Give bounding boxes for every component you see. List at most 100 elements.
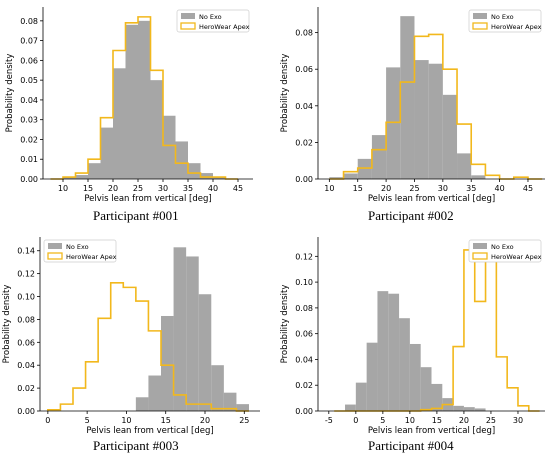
chart-3-xlabel: Pelvis lean from vertical [deg]	[86, 426, 213, 436]
chart-2-legend-swatch-herowear	[472, 22, 488, 30]
chart-4-xtick-label-3: 10	[405, 416, 415, 425]
chart-1-legend-label-no-exo: No Exo	[199, 13, 222, 21]
chart-1-bar-no-exo-3	[88, 163, 101, 179]
chart-1-legend-swatch-herowear	[180, 22, 196, 30]
chart-3-bar-no-exo-12	[198, 294, 212, 411]
chart-3-xtick-label-3: 15	[161, 416, 171, 425]
chart-2-bar-no-exo-9	[457, 153, 472, 179]
chart-3-ylabel: Probability density	[2, 285, 12, 364]
chart-1-xtick-label-2: 20	[108, 184, 118, 193]
chart-2-bar-no-exo-3	[371, 135, 387, 179]
chart-4-ytick-label-5: 0.10	[295, 278, 313, 287]
chart-1-bar-no-exo-13	[213, 177, 226, 179]
chart-1-ytick-label-3: 0.03	[20, 116, 38, 125]
chart-1-ytick-label-4: 0.04	[20, 96, 38, 105]
chart-1-legend-label-herowear: HeroWear Apex	[199, 23, 250, 31]
chart-3-xtick-label-5: 25	[239, 416, 249, 425]
chart-3-xtick-label-0: 0	[45, 416, 50, 425]
chart-3-ytick-label-1: 0.02	[17, 384, 35, 393]
chart-4-xtick-label-0: -5	[325, 416, 333, 425]
chart-3-bar-no-exo-10	[173, 247, 187, 411]
chart-1-xtick-label-3: 25	[133, 184, 143, 193]
chart-3-bar-no-exo-8	[148, 375, 161, 411]
chart-1: 10 15 20 25 30 35 40 45 0.00 0.01 0.02 0.03 0.04 0.05…	[5, 7, 253, 204]
chart-2-ytick-label-4: 0.08	[295, 29, 313, 38]
chart-3-legend-label-herowear: HeroWear Apex	[66, 253, 117, 261]
chart-1-bar-no-exo-12	[200, 173, 213, 179]
chart-3-legend-swatch-herowear	[47, 252, 63, 260]
chart-2-xtick-label-2: 20	[381, 184, 391, 193]
chart-3-ytick-label-6: 0.12	[17, 270, 35, 279]
chart-3-ytick-label-3: 0.06	[17, 338, 35, 347]
chart-3-ytick-label-7: 0.14	[17, 247, 35, 256]
chart-2-xlabel: Pelvis lean from vertical [deg]	[368, 194, 495, 204]
chart-1-ytick-label-0: 0.00	[20, 175, 38, 184]
chart-1-ytick-label-2: 0.02	[20, 135, 38, 144]
chart-2-xtick-label-1: 15	[353, 184, 363, 193]
chart-3-ytick-label-5: 0.10	[17, 293, 35, 302]
chart-1-ytick-label-8: 0.08	[20, 17, 38, 26]
chart-3-bar-no-exo-13	[211, 365, 224, 411]
chart-4-bar-no-exo-3	[366, 342, 378, 411]
chart-3-legend-label-no-exo: No Exo	[66, 243, 89, 251]
chart-1-ytick-label-5: 0.05	[20, 76, 38, 85]
chart-2-ytick-label-2: 0.04	[295, 102, 313, 111]
chart-4-xtick-label-6: 25	[486, 416, 496, 425]
chart-3-ytick-label-4: 0.08	[17, 315, 35, 324]
chart-2-bar-no-exo-0	[329, 177, 344, 179]
chart-1-ytick-label-6: 0.06	[20, 56, 38, 65]
chart-4-bar-no-exo-7	[409, 343, 421, 411]
chart-2-xtick-label-0: 10	[324, 184, 334, 193]
chart-1-xtick-label-0: 10	[58, 184, 68, 193]
chart-3-ytick-label-2: 0.04	[17, 361, 35, 370]
chart-1-bar-no-exo-7	[138, 20, 151, 179]
chart-3-bar-no-exo-14	[223, 392, 237, 411]
chart-4-bar-no-exo-11	[453, 405, 464, 411]
chart-2-xtick-label-4: 30	[438, 184, 448, 193]
chart-4-xtick-label-4: 15	[432, 416, 442, 425]
caption-participant-002: Participant #002	[368, 208, 454, 223]
chart-4-legend-swatch-herowear	[472, 252, 488, 260]
caption-participant-004: Participant #004	[368, 438, 454, 453]
chart-3-xtick-label-1: 5	[85, 416, 90, 425]
chart-4-bar-no-exo-5	[388, 293, 400, 411]
chart-1-bar-no-exo-8	[150, 80, 163, 179]
chart-4-legend-label-no-exo: No Exo	[491, 243, 514, 251]
chart-3-bar-no-exo-11	[186, 256, 199, 411]
chart-1-legend-swatch-no-exo	[181, 13, 195, 19]
chart-2-bar-no-exo-4	[386, 67, 401, 179]
chart-3: 0 5 10 15 20 25 0.00 0.02 0.04 0.06 0.08 0.10 0.12 0.…	[2, 237, 260, 436]
chart-4-ytick-label-3: 0.06	[295, 330, 313, 339]
chart-1-bar-no-exo-6	[125, 24, 138, 179]
chart-3-legend-swatch-no-exo	[48, 243, 62, 249]
chart-1-xtick-label-4: 30	[158, 184, 168, 193]
chart-2-legend-swatch-no-exo	[473, 13, 487, 19]
chart-2-bar-no-exo-10	[471, 175, 486, 179]
chart-1-step-herowear	[50, 16, 238, 180]
chart-1-bar-no-exo-4	[100, 127, 113, 179]
chart-2-xtick-label-6: 40	[495, 184, 505, 193]
chart-3-bar-no-exo-9	[161, 315, 174, 411]
chart-2: 10 15 20 25 30 35 40 45 0.00 0.02 0.04 0.06 0.08 Pelv…	[280, 7, 545, 204]
chart-4-ytick-label-2: 0.04	[295, 355, 313, 364]
chart-4-bar-no-exo-2	[355, 382, 367, 411]
chart-2-ytick-label-1: 0.02	[295, 138, 313, 147]
chart-1-bar-no-exo-2	[75, 175, 88, 179]
chart-4-xtick-label-1: 0	[353, 416, 358, 425]
chart-2-bar-no-exo-1	[343, 173, 358, 179]
chart-3-bar-no-exo-7	[135, 397, 149, 411]
chart-4-legend-label-herowear: HeroWear Apex	[491, 253, 542, 261]
chart-1-xlabel: Pelvis lean from vertical [deg]	[84, 194, 211, 204]
chart-4-ylabel: Probability density	[280, 285, 290, 364]
chart-4-ytick-label-0: 0.00	[295, 407, 313, 416]
chart-4-bar-no-exo-6	[399, 318, 410, 411]
chart-4-bar-no-exo-8	[420, 367, 432, 411]
chart-4-bar-no-exo-12	[463, 407, 475, 411]
chart-1-ytick-label-7: 0.07	[20, 37, 38, 46]
chart-4: -5 0 5 10 15 20 25 30 0.00 0.02 0.04 0.06 0.08 0.10 0.…	[280, 237, 545, 436]
chart-1-xtick-label-7: 45	[233, 184, 243, 193]
chart-1-bar-no-exo-1	[63, 177, 76, 179]
chart-4-bar-no-exo-13	[474, 408, 486, 411]
